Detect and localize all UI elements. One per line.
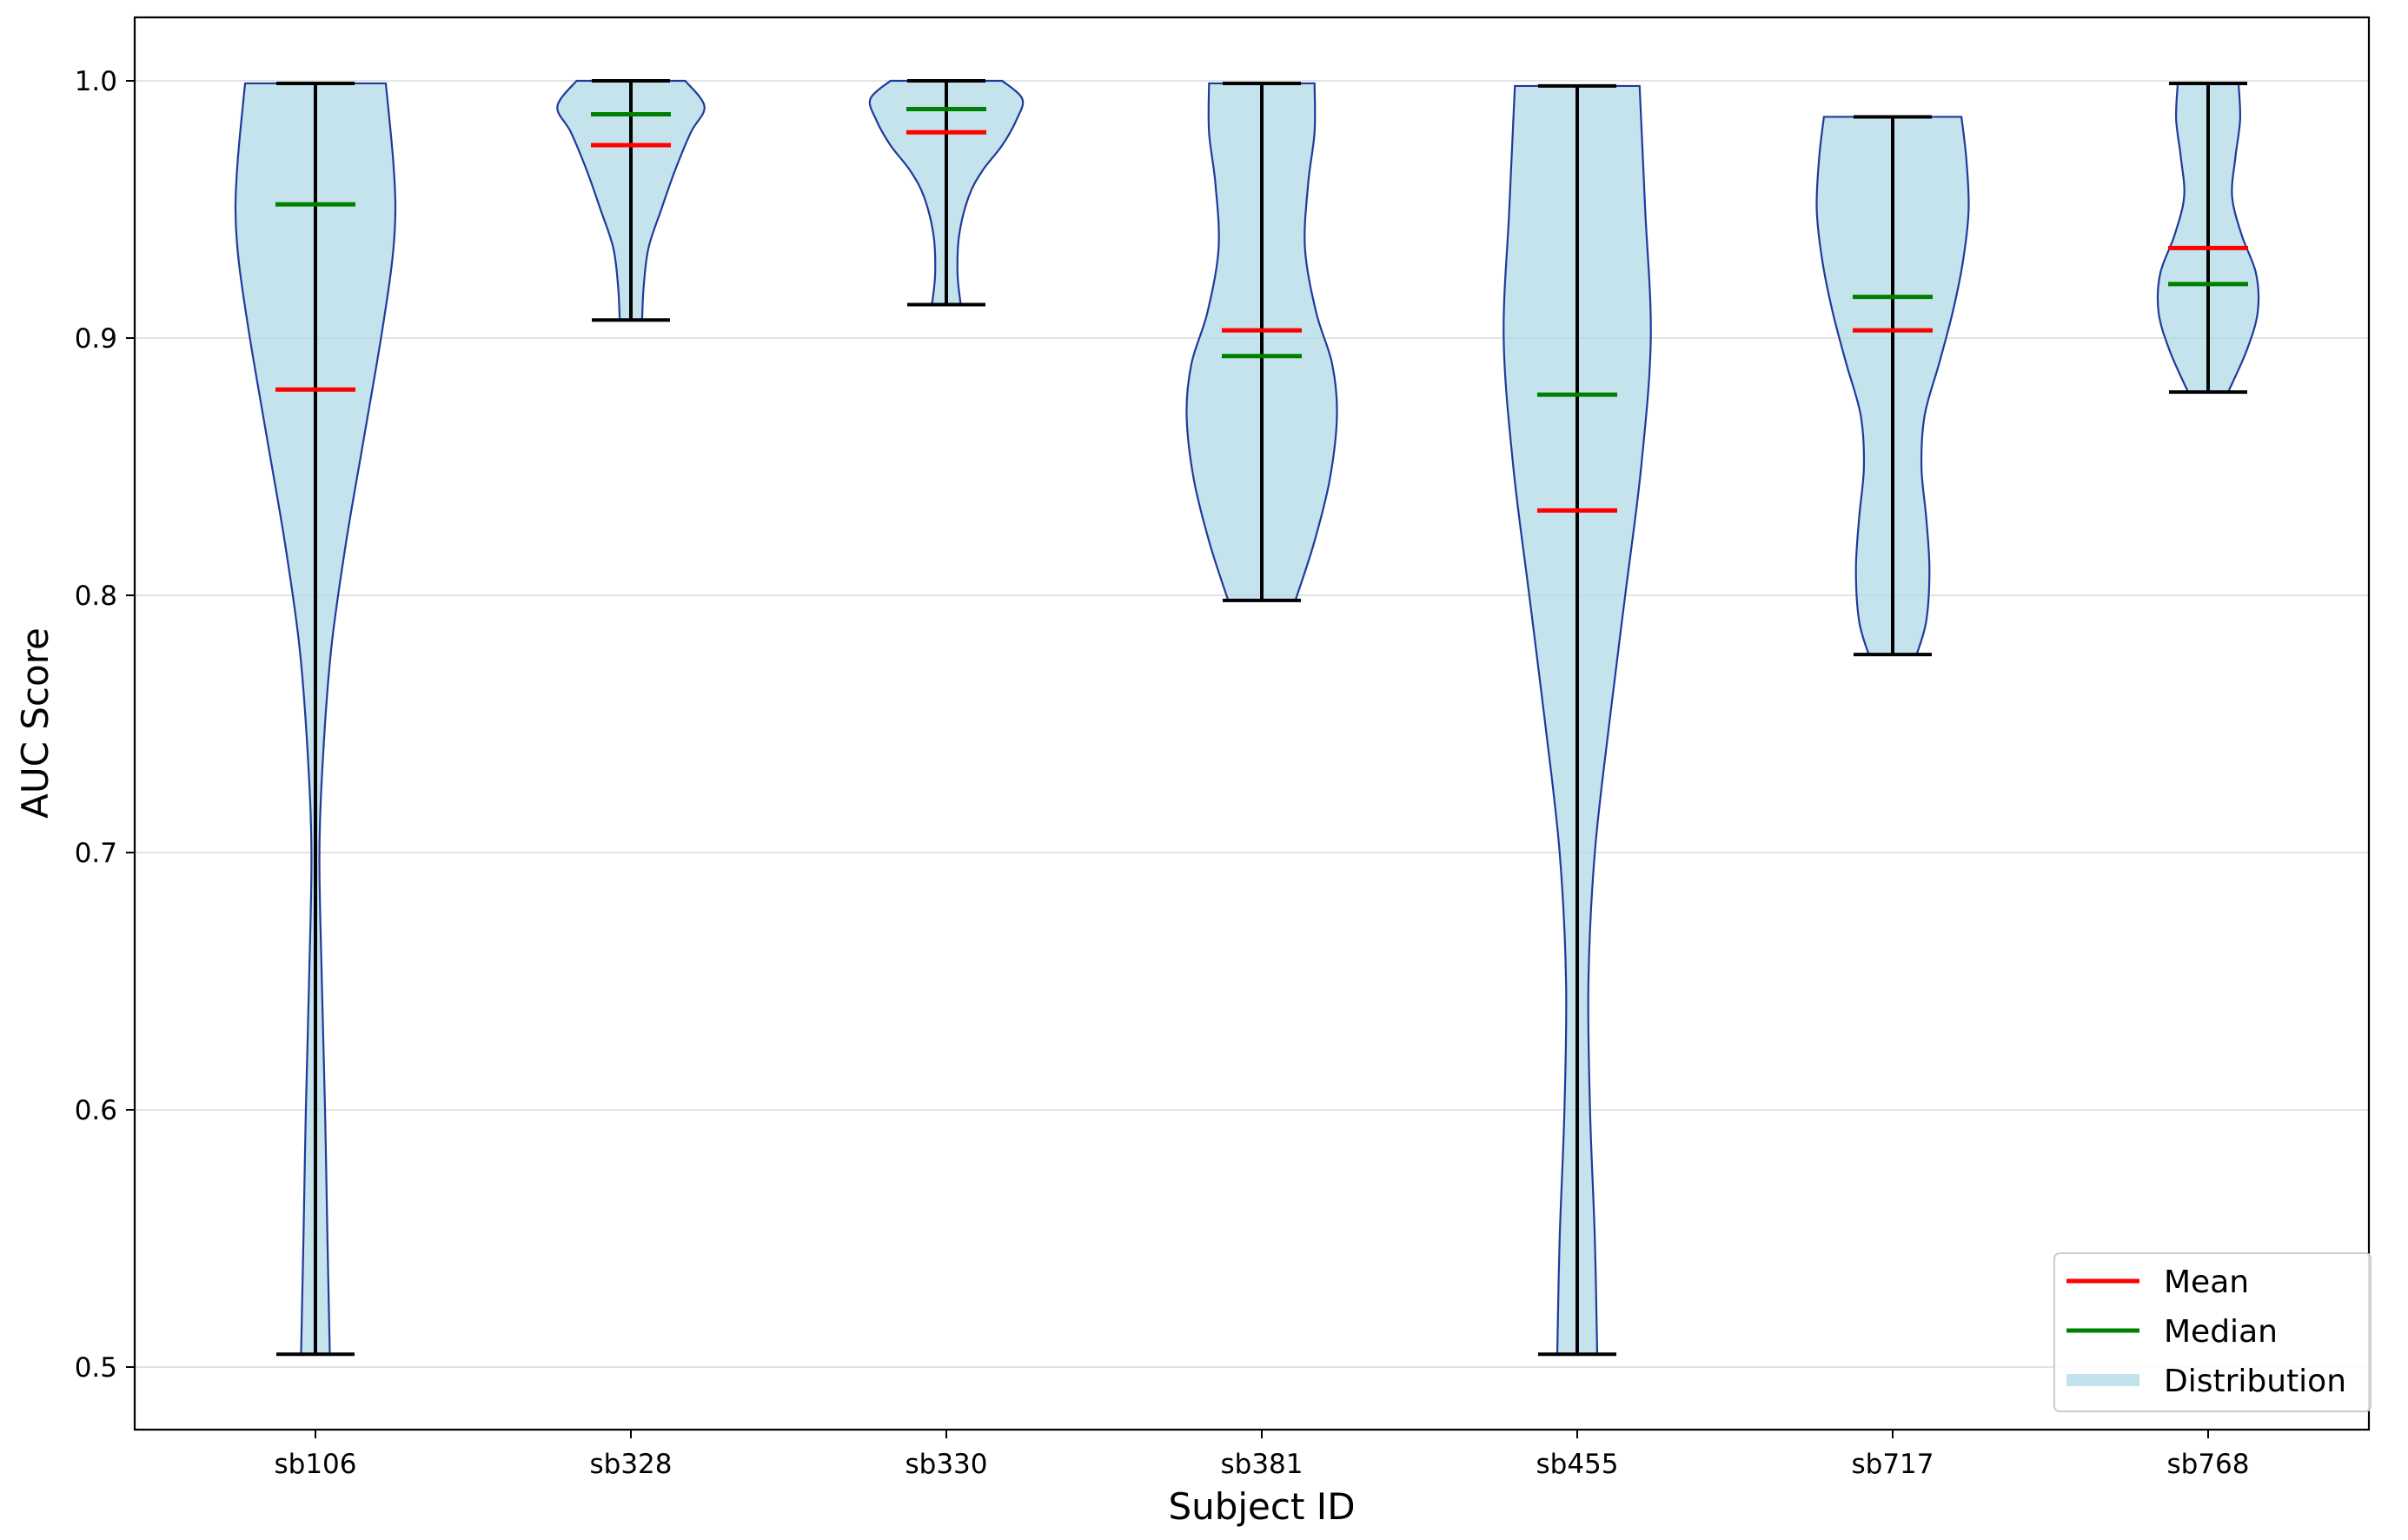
- x-tick-label: sb381: [1221, 1449, 1304, 1480]
- violins: [234, 79, 2260, 1357]
- x-tick-label: sb328: [590, 1449, 673, 1480]
- violin-sb330: [868, 79, 1025, 307]
- y-tick-label: 0.7: [75, 838, 117, 869]
- violin-sb328: [556, 79, 706, 322]
- y-tick-label: 0.5: [75, 1352, 117, 1384]
- y-tick-label: 1.0: [75, 66, 117, 97]
- y-tick-label: 0.6: [75, 1095, 117, 1126]
- violin-sb455: [1503, 83, 1652, 1357]
- x-tick-label: sb106: [275, 1449, 357, 1480]
- x-tick-label: sb330: [905, 1449, 988, 1480]
- y-axis-title: AUC Score: [14, 627, 56, 819]
- violin-sb717: [1815, 115, 1970, 657]
- violin-sb106: [234, 81, 397, 1357]
- legend: Mean Median Distribution: [2053, 1252, 2372, 1412]
- legend-box: [2053, 1252, 2372, 1412]
- y-tick-label: 0.8: [75, 581, 117, 612]
- legend-mean-label: Mean: [2164, 1265, 2249, 1300]
- plot-frame: [133, 16, 2371, 1431]
- x-tick-label: sb768: [2167, 1449, 2250, 1480]
- legend-distribution-label: Distribution: [2164, 1364, 2346, 1399]
- x-axis: sb106 sb328 sb330 sb381 sb455 sb717 sb768: [275, 1430, 2250, 1480]
- violin-sb381: [1185, 81, 1338, 602]
- x-tick-label: sb717: [1852, 1449, 1934, 1480]
- violin-sb768: [2156, 81, 2260, 395]
- y-axis: 0.5 0.6 0.7 0.8 0.9 1.0: [75, 66, 135, 1384]
- x-tick-label: sb455: [1536, 1449, 1619, 1480]
- legend-median-label: Median: [2164, 1314, 2278, 1350]
- y-tick-label: 0.9: [75, 323, 117, 355]
- x-axis-title: Subject ID: [1168, 1485, 1355, 1528]
